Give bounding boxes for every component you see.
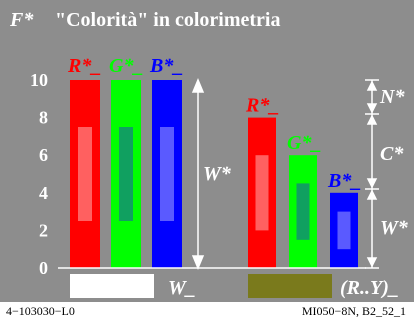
y-tick-8: 8 [39, 108, 48, 128]
footer-code-right: MI050−8N, B2_52_1 [301, 304, 406, 318]
white-swatch [70, 274, 154, 298]
right-label-blue: B*_ [327, 170, 361, 192]
olive-swatch-label: (R..Y)_ [340, 277, 399, 299]
left-inner-green [119, 127, 133, 221]
olive-swatch [248, 274, 332, 298]
white-swatch-label: W_ [168, 277, 196, 299]
y-tick-2: 2 [39, 220, 48, 240]
colorfulness-diagram: F* "Colorità" in colorimetria 0 2 4 6 8 10 R*… [9, 9, 409, 299]
footer-code-left: 4−103030−L0 [6, 304, 75, 318]
left-label-red: R*_ [67, 55, 101, 77]
diagram-title: "Colorità" in colorimetria [55, 9, 280, 31]
left-inner-blue [160, 127, 174, 221]
right-label-green: G*_ [287, 132, 321, 154]
y-tick-6: 6 [39, 145, 48, 165]
left-label-blue: B*_ [149, 55, 183, 77]
segment-label-n: N* [379, 86, 405, 108]
right-inner-red [255, 155, 269, 231]
y-tick-0: 0 [39, 258, 48, 278]
segment-label-w: W* [380, 217, 409, 239]
segment-arrow [365, 79, 379, 269]
right-inner-green [296, 183, 310, 240]
right-inner-blue [337, 211, 351, 250]
right-label-red: R*_ [245, 95, 279, 117]
left-inner-red [78, 127, 92, 221]
y-tick-4: 4 [39, 183, 48, 203]
left-label-green: G*_ [109, 55, 143, 77]
title-prefix: F* [9, 9, 34, 31]
white-span-arrow [191, 78, 205, 270]
span-label-w: W* [203, 163, 232, 185]
y-tick-10: 10 [30, 70, 48, 90]
segment-label-c: C* [380, 143, 404, 165]
